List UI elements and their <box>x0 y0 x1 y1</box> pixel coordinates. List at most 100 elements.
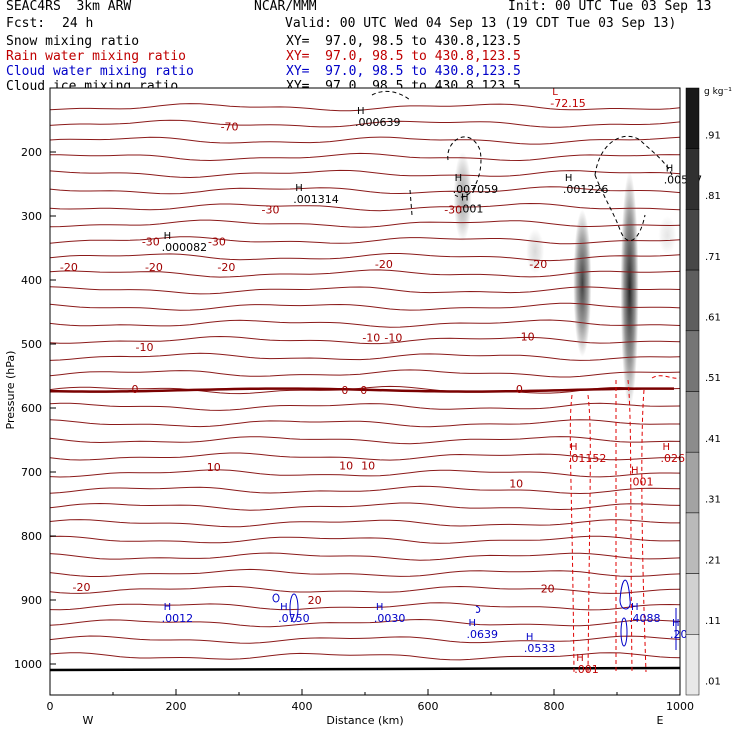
colorbar: .91 .81 .71 .61 .51 .41 .31 .21 .11 .01 g kg⁻¹ <box>685 87 732 696</box>
contour-label: -20 <box>73 581 91 594</box>
max-marker: H <box>672 618 680 629</box>
ice-contour-2 <box>594 174 646 242</box>
cloud-water-contour-3 <box>619 579 631 610</box>
colorbar-segment <box>685 512 700 574</box>
contour-line <box>49 202 681 212</box>
snow-shading-4 <box>658 216 677 255</box>
model-label: SEAC4RS 3km ARW <box>6 0 132 14</box>
contour-label: -20 <box>60 261 78 274</box>
contour-line <box>49 602 681 611</box>
rain-contour-5 <box>651 375 681 379</box>
y-tick-label: 700 <box>21 466 42 479</box>
colorbar-unit: g kg⁻¹ <box>704 87 732 97</box>
colorbar-segment <box>685 148 700 210</box>
field-xy-cloudwater: XY= 97.0, 98.5 to 430.8,123.5 <box>286 64 521 79</box>
colorbar-label: .61 <box>705 312 721 323</box>
field-xy-snow: XY= 97.0, 98.5 to 430.8,123.5 <box>286 34 521 49</box>
colorbar-segment <box>685 451 700 514</box>
max-marker: H <box>357 106 365 117</box>
colorbar-label: .81 <box>705 191 721 202</box>
x-axis-title: Distance (km) <box>326 714 403 727</box>
contour-line <box>49 286 681 295</box>
contour-label: -10 <box>384 332 402 345</box>
contour-label: 20 <box>308 594 322 607</box>
contour-label: -10 <box>362 332 380 345</box>
rain-contours <box>371 90 681 673</box>
rain-contour-3 <box>627 379 633 673</box>
contour-line <box>49 103 681 112</box>
max-value-label: .0267 <box>661 452 693 465</box>
background-contours <box>49 103 681 672</box>
y-tick-label: 1000 <box>14 658 42 671</box>
max-marker: H <box>376 602 384 613</box>
max-value-label: .007059 <box>453 183 499 196</box>
contour-label: 0 <box>516 383 523 396</box>
contour-label: -20 <box>145 261 163 274</box>
max-value-label: .001 <box>574 663 599 676</box>
max-value-label: .0030 <box>374 612 406 625</box>
contour-line <box>49 469 681 478</box>
x-tick-label: 600 <box>418 700 439 713</box>
max-marker: H <box>570 442 578 453</box>
max-marker: H <box>565 173 573 184</box>
cloud-water-contour-0 <box>289 593 299 623</box>
max-value-label: -72.15 <box>550 97 585 110</box>
max-marker: H <box>666 164 674 175</box>
colorbar-label: .21 <box>705 555 721 566</box>
colorbar-label: .11 <box>705 616 721 627</box>
contour-label: 0 <box>360 384 367 397</box>
max-value-label: .20 <box>670 628 688 641</box>
colorbar-segment <box>685 209 700 271</box>
contour-line <box>49 535 681 544</box>
max-value-label: .001 <box>459 202 484 215</box>
max-value-label: .000639 <box>355 116 401 129</box>
contour-line <box>49 352 681 361</box>
max-marker: H <box>455 173 463 184</box>
contour-line <box>49 652 681 661</box>
contour-line <box>49 369 681 378</box>
plot-area: -70-30-30-30-30-20 -20 -20 -20 -20-10-10 -10-… <box>49 87 702 696</box>
contour-line <box>50 152 681 162</box>
colorbar-label: .31 <box>705 495 721 506</box>
max-marker: H <box>295 183 303 194</box>
contour-line <box>49 635 681 644</box>
max-marker: H <box>631 466 639 477</box>
y-axis-title: Pressure (hPa) <box>4 351 17 430</box>
y-tick-label: 600 <box>21 402 42 415</box>
contour-label: -30 <box>208 236 226 249</box>
cloud-water-contour-2 <box>620 617 628 647</box>
ice-contour-4 <box>371 90 411 101</box>
contour-label: 10 <box>509 478 523 491</box>
colorbar-segment <box>685 269 700 332</box>
max-marker: H <box>461 192 469 203</box>
contour-line <box>49 419 680 428</box>
contour-line <box>49 319 681 328</box>
contour-line <box>49 502 681 511</box>
contour-label: -10 <box>517 330 535 343</box>
max-value-label: .01152 <box>568 452 607 465</box>
rain-contour-4 <box>641 389 647 673</box>
contour-line <box>49 402 681 411</box>
cloud-water-contours <box>272 579 677 650</box>
contour-line <box>49 436 681 445</box>
x-end-label-west: W <box>83 714 94 727</box>
max-value-label: .0639 <box>467 628 499 641</box>
colorbar-segment <box>685 634 700 696</box>
max-value-label: .0012 <box>162 612 194 625</box>
x-end-label-east: E <box>657 714 664 727</box>
contour-label: -70 <box>221 120 239 133</box>
contour-line <box>49 269 681 278</box>
x-tick-label: 800 <box>544 700 565 713</box>
y-tick-label: 500 <box>21 338 42 351</box>
field-xy-rain: XY= 97.0, 98.5 to 430.8,123.5 <box>286 49 521 64</box>
snow-shading-2 <box>573 209 592 357</box>
contour-label: 10 <box>339 460 353 473</box>
contour-label: -30 <box>262 204 280 217</box>
max-value-label: .000082 <box>162 241 208 254</box>
max-value-label: .001314 <box>293 193 339 206</box>
contour-label: 10 <box>207 461 221 474</box>
contour-label: 0 <box>341 384 348 397</box>
contour-line <box>49 485 681 495</box>
